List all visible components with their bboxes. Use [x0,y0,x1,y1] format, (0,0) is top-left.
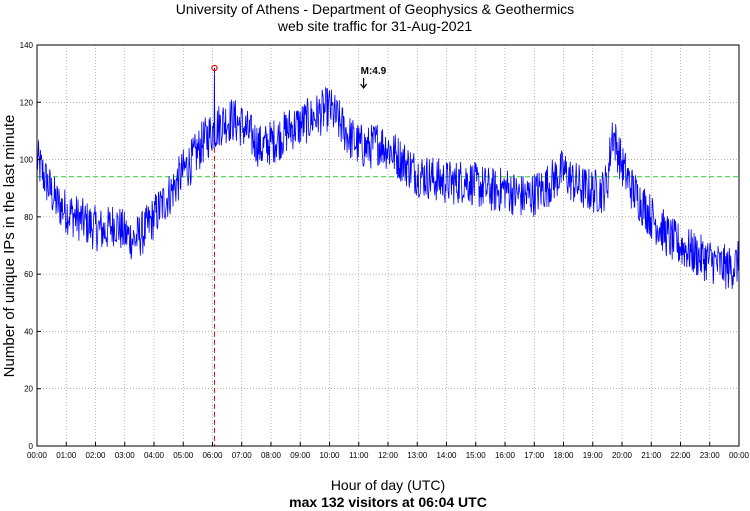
x-tick-label: 21:00 [641,451,662,460]
max-visitors-footer: max 132 visitors at 06:04 UTC [289,494,487,510]
y-tick-label: 100 [20,156,34,165]
x-tick-label: 06:00 [202,451,223,460]
x-tick-label: 10:00 [319,451,340,460]
markers: M:4.9 [211,64,387,89]
x-axis-label: Hour of day (UTC) [331,477,445,493]
y-tick-label: 40 [24,327,33,336]
chart-title: University of Athens - Department of Geo… [176,1,574,17]
annotation-label: M:4.9 [361,66,387,77]
series-line [36,67,740,290]
x-tick-label: 16:00 [495,451,516,460]
y-tick-label: 20 [24,385,33,394]
max-marker [211,64,218,72]
x-tick-label: 11:00 [349,451,369,460]
x-tick-label: 13:00 [407,451,428,460]
x-tick-label: 05:00 [173,451,194,460]
reference-lines [37,67,739,446]
x-tick-label: 00:00 [729,451,750,460]
x-tick-label: 17:00 [524,451,545,460]
y-axis-label: Number of unique IPs in the last minute [1,115,18,378]
y-tick-label: 60 [24,270,33,279]
x-tick-label: 22:00 [670,451,691,460]
x-tick-label: 00:00 [27,451,48,460]
x-tick-label: 03:00 [115,451,136,460]
y-tick-label: 80 [24,213,33,222]
y-tick-label: 140 [20,41,34,50]
annotation-arrowhead [360,83,368,89]
x-tick-label: 23:00 [700,451,721,460]
x-tick-label: 04:00 [144,451,165,460]
x-tick-label: 12:00 [378,451,399,460]
x-tick-label: 02:00 [85,451,106,460]
x-tick-label: 14:00 [436,451,457,460]
x-tick-label: 15:00 [466,451,487,460]
x-tick-label: 07:00 [232,451,253,460]
x-tick-label: 08:00 [261,451,282,460]
x-tick-label: 20:00 [612,451,633,460]
grid-lines [37,45,739,446]
x-tick-label: 19:00 [583,451,604,460]
y-axis-ticks: 0 20 40 60 80 100 120 140 [20,41,41,451]
x-tick-label: 18:00 [553,451,574,460]
chart-subtitle: web site traffic for 31-Aug-2021 [277,18,473,34]
y-tick-label: 120 [20,98,34,107]
x-tick-label: 01:00 [56,451,77,460]
y-tick-label: 0 [29,442,34,451]
x-axis-ticks: 00:00 01:00 02:00 03:00 04:00 05:00 06:00 07:00… [27,442,750,460]
x-tick-label: 09:00 [290,451,311,460]
